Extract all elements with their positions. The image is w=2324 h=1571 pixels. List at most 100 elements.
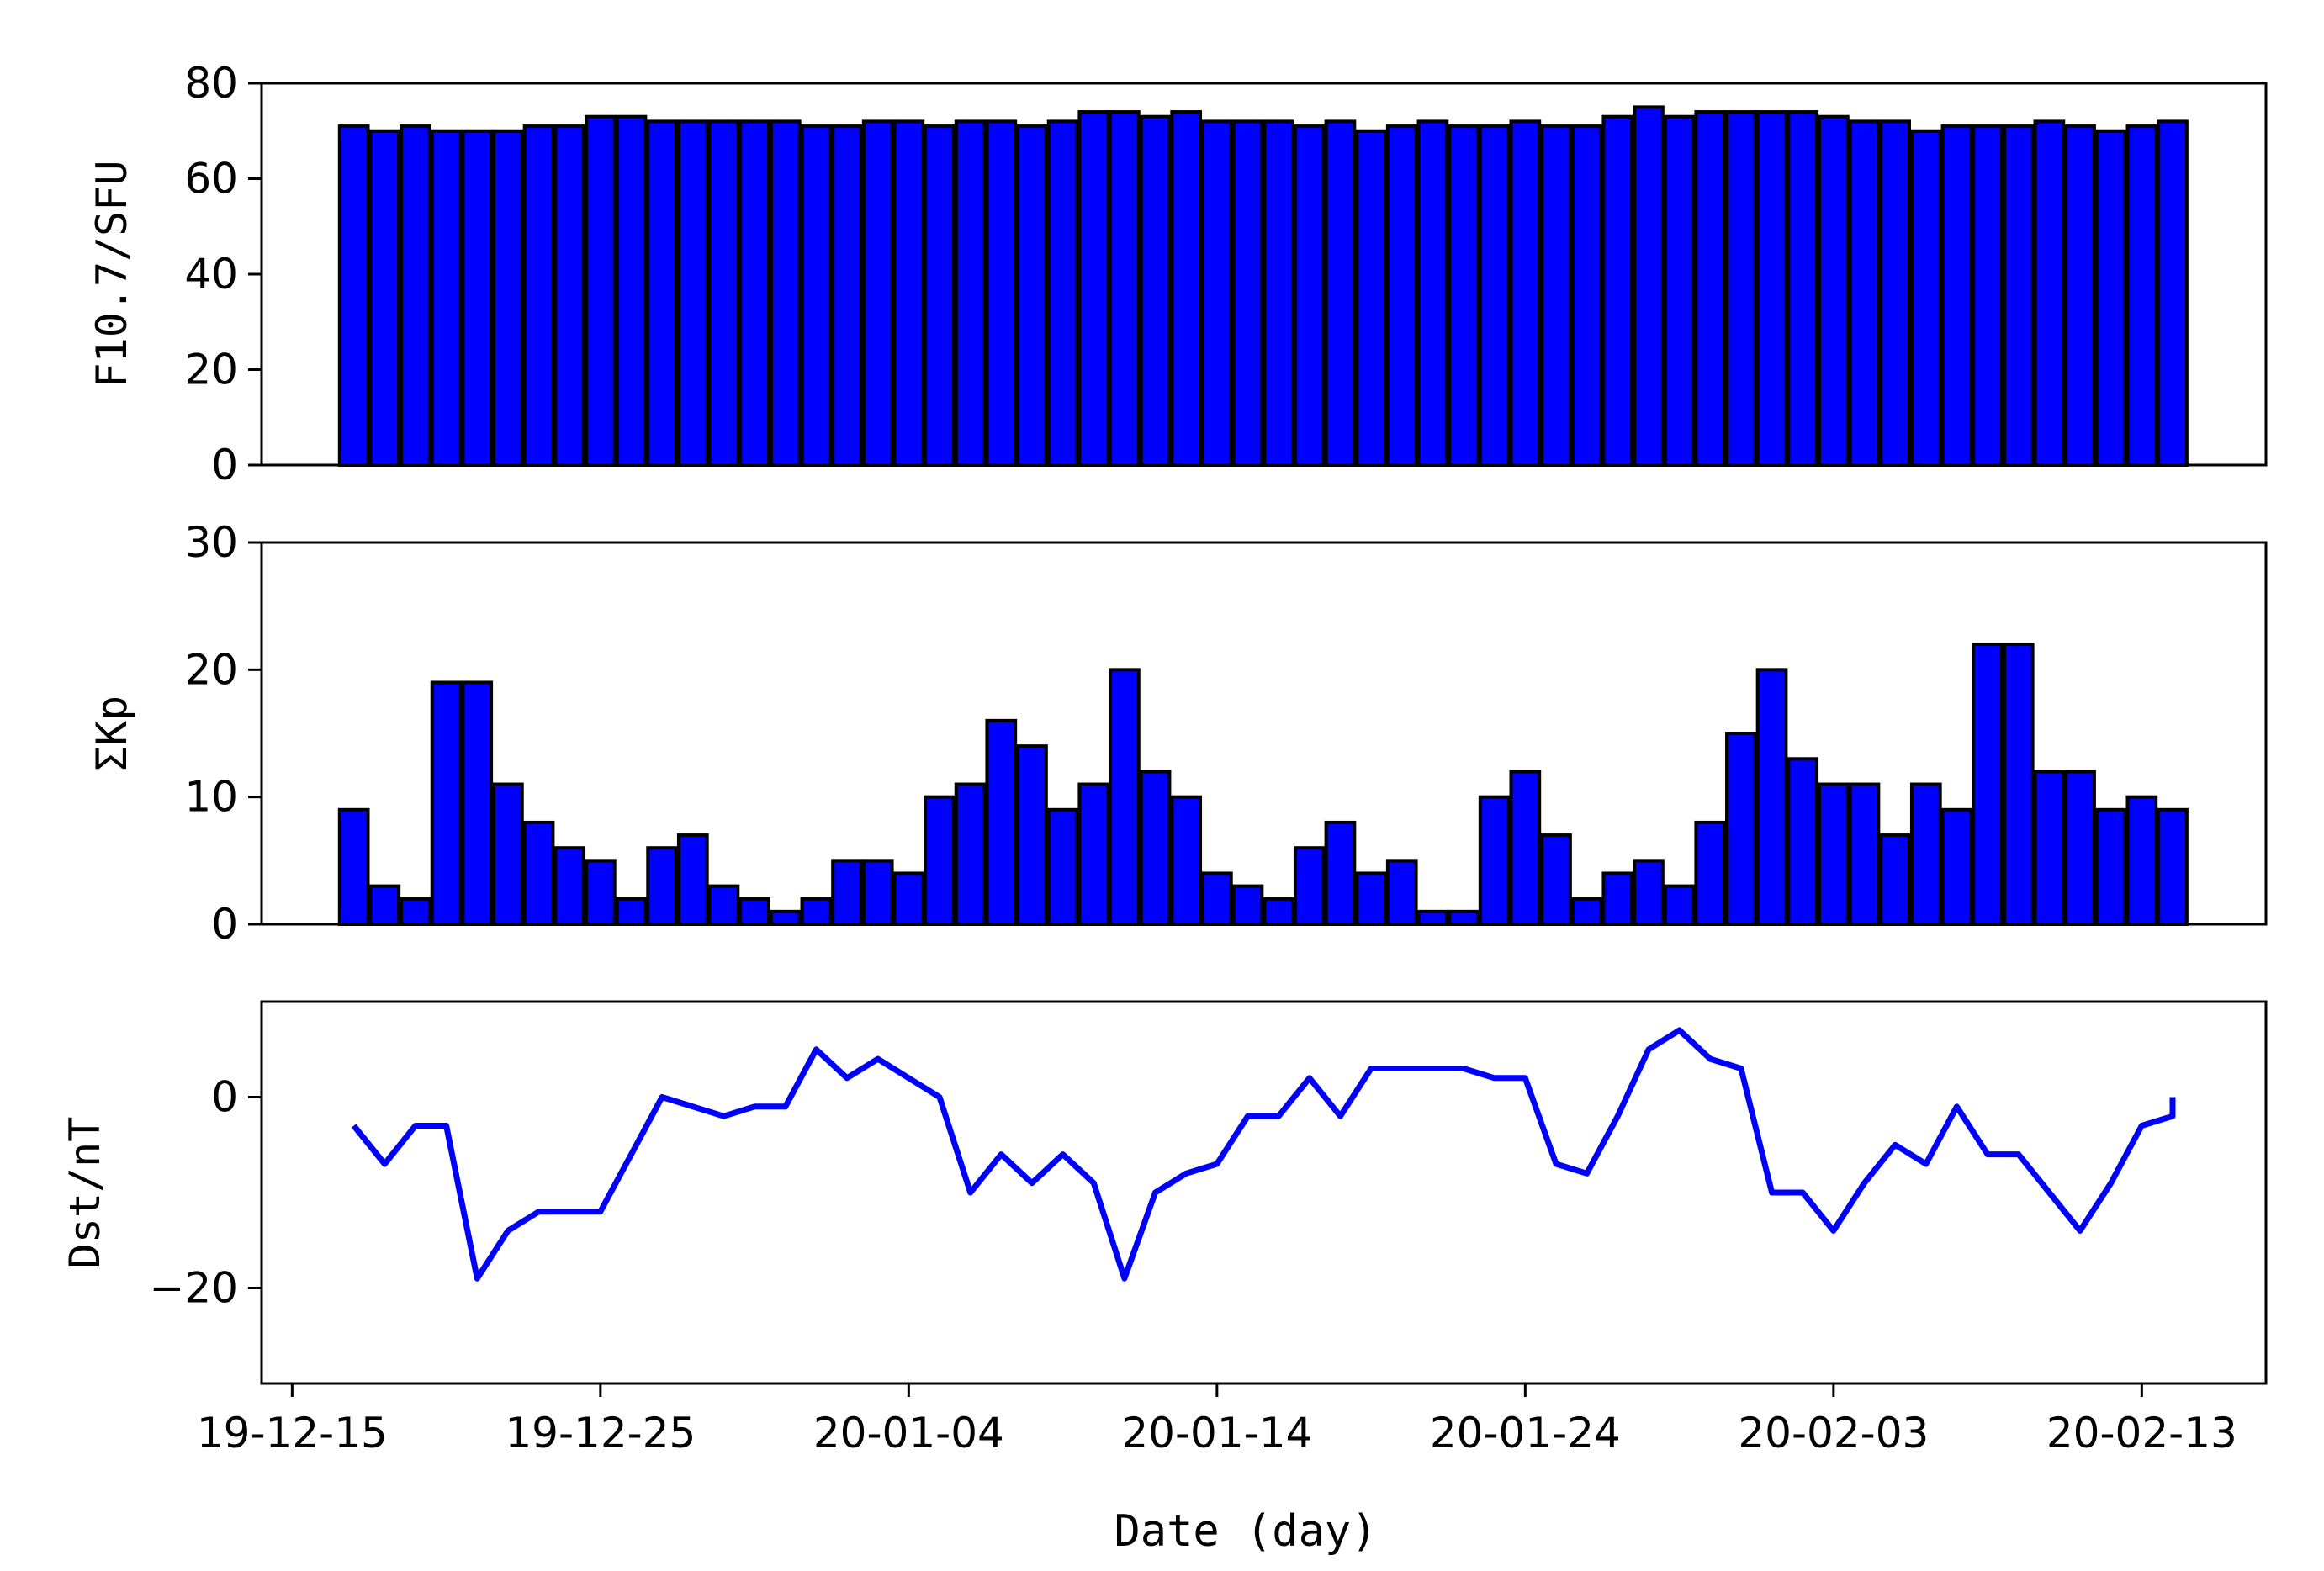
panel2-bar — [2094, 807, 2127, 926]
x-tick-label: 20-01-24 — [1430, 1409, 1621, 1457]
panel2-bar — [800, 897, 833, 926]
panel1-bar — [1755, 110, 1788, 468]
panel2-bar — [1909, 782, 1942, 926]
panel2-bar — [1046, 807, 1079, 926]
panel2-bar — [2125, 795, 2158, 927]
panel2-bar — [1879, 833, 1912, 926]
panel2-bar — [1540, 833, 1572, 926]
panel2-bar — [769, 909, 802, 927]
panel2-bar — [861, 859, 894, 926]
panel1-ytick-label: 20 — [184, 346, 238, 394]
panel1-bar — [1231, 119, 1264, 467]
panel1-bar — [1601, 114, 1634, 467]
panel2-bar — [615, 897, 648, 926]
panel1-bar — [1909, 129, 1942, 467]
panel2-bar — [738, 897, 770, 926]
panel2-bar — [430, 680, 463, 926]
panel2-bar — [1663, 884, 1696, 926]
panel1-ytick-label: 60 — [184, 155, 238, 204]
panel2-bar — [400, 897, 431, 926]
panel1-bar — [615, 114, 648, 467]
panel2-bar — [2033, 770, 2066, 927]
panel2-bar — [1940, 807, 1973, 926]
panel2-ytick-label: 10 — [184, 773, 238, 822]
panel2-bar — [1109, 668, 1141, 926]
panel1-bar — [1817, 114, 1850, 467]
panel2-bar — [584, 859, 617, 926]
panel1-bar — [892, 119, 925, 467]
panel1-bar — [1509, 119, 1542, 467]
panel1-bar — [1109, 110, 1141, 468]
panel2-bar — [1478, 795, 1511, 927]
panel2-bar — [1293, 846, 1326, 927]
x-tick-label: 19-12-25 — [505, 1409, 696, 1457]
panel2-ytick-label: 30 — [184, 518, 238, 567]
panel1-bar — [1633, 105, 1665, 467]
panel1-bar — [954, 119, 987, 467]
panel1-bar — [1293, 124, 1326, 467]
panel1-bar — [1046, 119, 1079, 467]
panel2-bar — [461, 680, 494, 926]
panel1-bar — [430, 129, 463, 467]
panel1-bar — [1016, 124, 1048, 467]
panel1-bar — [1694, 110, 1727, 468]
panel1-bar — [1355, 129, 1387, 467]
panel1-bar — [2064, 124, 2096, 467]
panel2-bar — [676, 833, 709, 926]
x-tick-label: 20-02-03 — [1738, 1409, 1929, 1457]
panel2-bar — [1601, 871, 1634, 927]
panel1-bar — [707, 119, 740, 467]
panel1-bar — [1725, 110, 1757, 468]
panel1-bar — [1263, 119, 1295, 467]
panel1-bar — [1170, 110, 1203, 468]
panel1-bar — [400, 124, 431, 467]
panel1-bar — [2002, 124, 2035, 467]
panel2-y-axis-label: ΣKp — [87, 696, 136, 771]
panel2-bar — [553, 846, 586, 927]
panel1-bar — [461, 129, 494, 467]
panel1-bar — [1879, 119, 1912, 467]
panel2-bar — [707, 884, 740, 926]
panel1-bar — [2157, 119, 2189, 467]
x-axis-label: Date (day) — [1114, 1506, 1377, 1557]
panel1-ytick-label: 80 — [184, 59, 238, 108]
panel1-bar — [646, 119, 679, 467]
panel1-bar — [800, 124, 833, 467]
panel1-bar — [676, 119, 709, 467]
panel1-bar — [1940, 124, 1973, 467]
panel2-bar — [1355, 871, 1387, 927]
panel2-bar — [985, 718, 1018, 926]
panel1-bar — [1139, 114, 1172, 467]
panel1-bar — [1077, 110, 1110, 468]
panel1-bar — [738, 119, 770, 467]
panel2-bar — [1200, 871, 1233, 927]
panel1-y-axis-label: F10.7/SFU — [87, 161, 136, 389]
x-tick-label: 20-02-13 — [2046, 1409, 2237, 1457]
panel2-bar — [646, 846, 679, 927]
panel2-bar — [2064, 770, 2096, 927]
panel1-bar — [1416, 119, 1449, 467]
panel2-bar — [924, 795, 956, 927]
panel2-bar — [1231, 884, 1264, 926]
panel1-bar — [1787, 110, 1819, 468]
panel1-bar — [553, 124, 586, 467]
panel2-bar — [1016, 744, 1048, 927]
panel2-bar — [2157, 807, 2189, 926]
panel3-ytick-label: −20 — [149, 1264, 238, 1313]
panel2-bar — [1324, 820, 1357, 927]
panel1-bar — [584, 114, 617, 467]
panel1-ytick-label: 40 — [184, 250, 238, 299]
x-tick-label: 20-01-04 — [813, 1409, 1004, 1457]
panel1-ytick-label: 0 — [211, 441, 238, 489]
panel1-bar — [924, 124, 956, 467]
panel1-bar — [2094, 129, 2127, 467]
panel2-bar — [1725, 732, 1757, 926]
panel1-bar — [2125, 124, 2158, 467]
panel2-bar — [1448, 909, 1480, 927]
panel1-bar — [1385, 124, 1418, 467]
panel2-bar — [1694, 820, 1727, 927]
panel2-bar — [1263, 897, 1295, 926]
panel3-y-axis-label: Dst/nT — [61, 1117, 109, 1269]
panel1-bar — [1478, 124, 1511, 467]
